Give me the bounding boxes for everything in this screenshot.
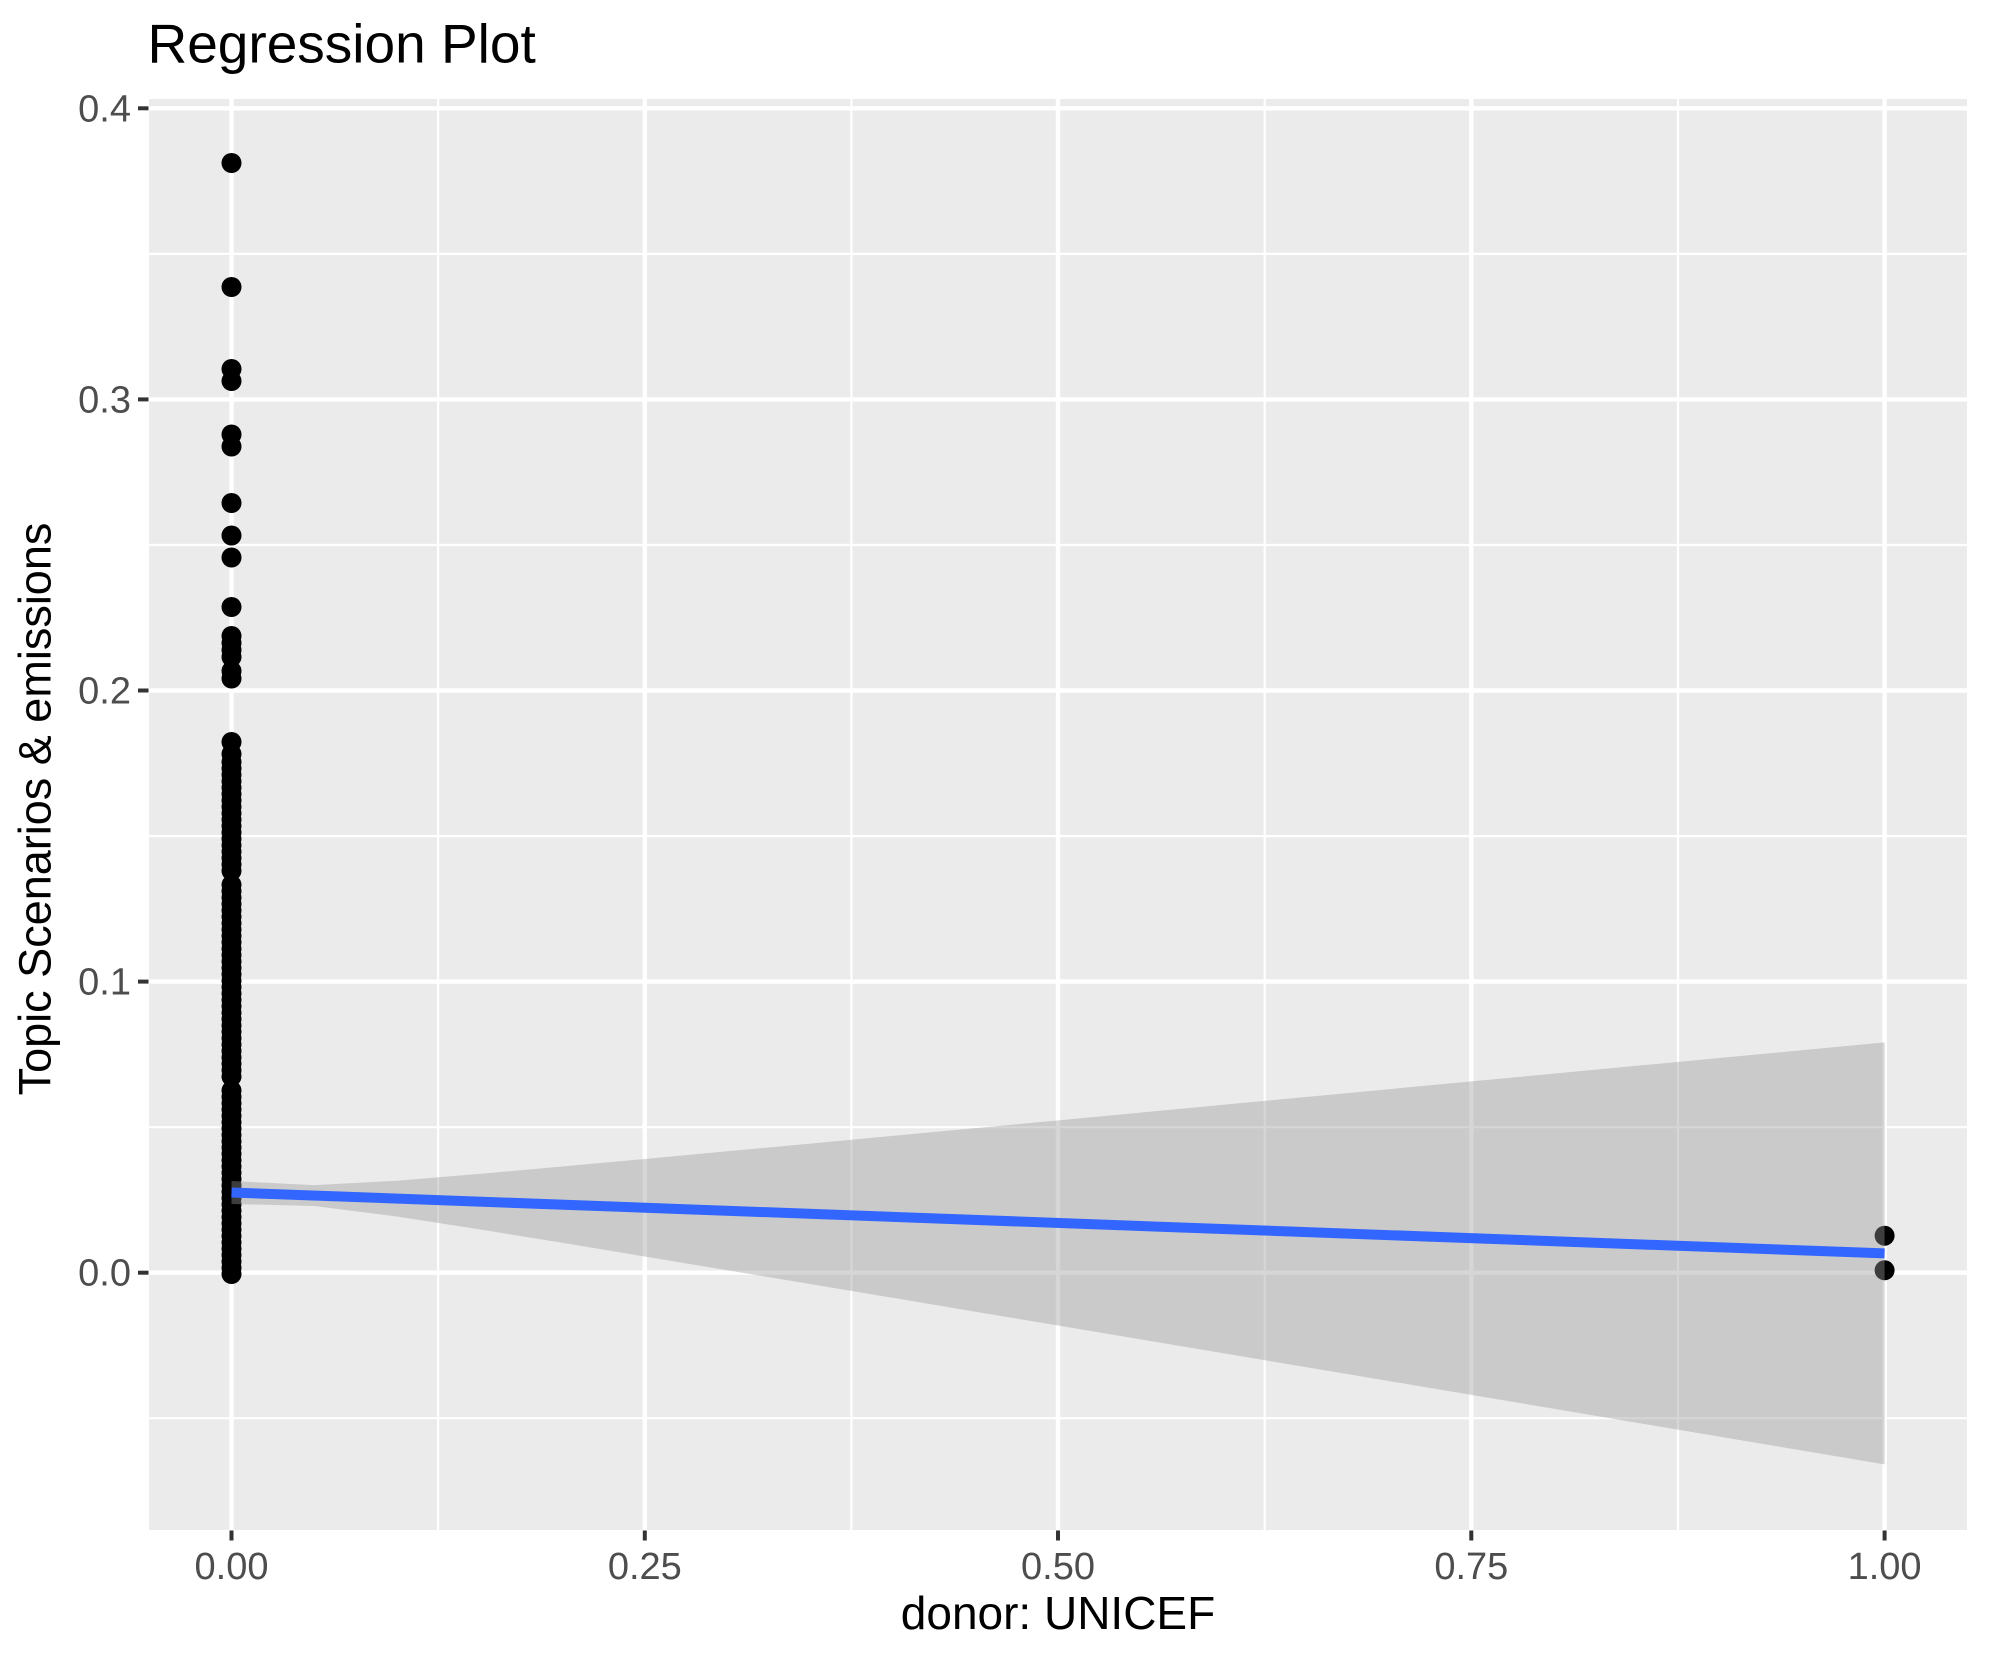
svg-text:Topic Scenarios & emissions: Topic Scenarios & emissions xyxy=(9,523,60,1096)
svg-text:0.4: 0.4 xyxy=(78,88,131,130)
svg-text:donor: UNICEF: donor: UNICEF xyxy=(901,1587,1215,1639)
svg-text:0.1: 0.1 xyxy=(78,962,131,1004)
svg-text:0.0: 0.0 xyxy=(78,1253,131,1295)
svg-text:0.25: 0.25 xyxy=(608,1546,682,1588)
svg-text:Regression Plot: Regression Plot xyxy=(148,13,536,75)
svg-text:0.2: 0.2 xyxy=(78,671,131,713)
svg-text:0.50: 0.50 xyxy=(1021,1546,1095,1588)
svg-text:0.3: 0.3 xyxy=(78,379,131,421)
svg-text:1.00: 1.00 xyxy=(1848,1546,1922,1588)
svg-text:0.00: 0.00 xyxy=(195,1546,269,1588)
svg-text:0.75: 0.75 xyxy=(1434,1546,1508,1588)
